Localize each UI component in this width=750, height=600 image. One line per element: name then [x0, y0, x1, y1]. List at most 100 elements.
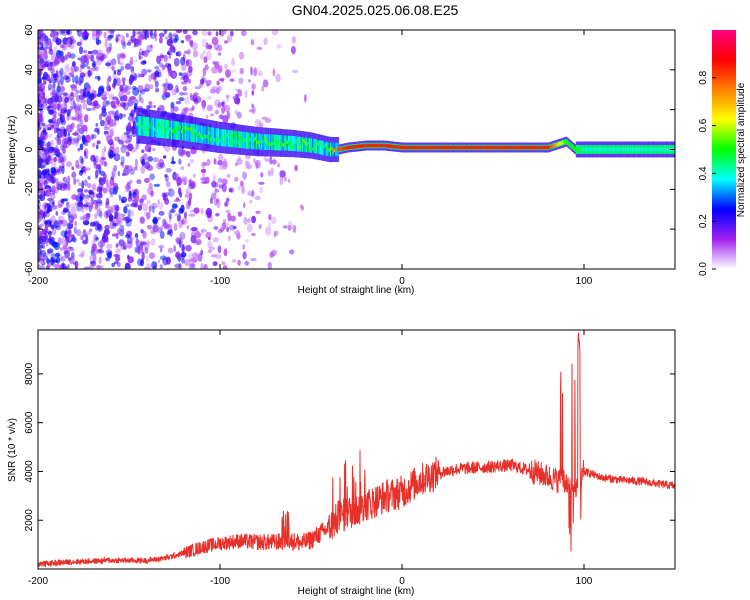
ridge-core: [154, 127, 156, 132]
x-tick-label: -200: [28, 276, 48, 287]
spectrogram-noise-blob: [97, 163, 101, 169]
spectrogram-noise-blob: [54, 128, 57, 134]
ridge-core: [440, 145, 443, 150]
ridge-core: [341, 147, 343, 151]
ridge-core: [192, 129, 194, 133]
spectrogram-noise-blob: [233, 230, 237, 235]
spectrogram-noise-blob: [99, 170, 106, 176]
spectrogram-noise-blob: [124, 184, 129, 190]
ridge-core: [544, 145, 546, 150]
ridge-band: [265, 134, 267, 150]
spectrogram-noise-blob: [107, 252, 111, 258]
spectrogram-noise-blob: [70, 84, 77, 89]
spectrogram-noise-blob: [174, 58, 178, 67]
spectrogram-noise-blob: [55, 153, 61, 158]
spectrogram-noise-blob: [48, 79, 52, 84]
spectrogram-noise-blob: [294, 164, 298, 172]
ridge-core: [489, 145, 491, 150]
ridge-core: [335, 151, 337, 155]
spectrogram-noise-blob: [168, 223, 173, 228]
spectrogram-noise-blob: [287, 224, 292, 231]
ridge-core: [401, 145, 403, 150]
spectrogram-noise-blob: [133, 105, 137, 113]
spectrogram-noise-blob: [107, 114, 112, 119]
ridge-core: [224, 136, 226, 140]
spectrogram-noise-blob: [228, 224, 236, 231]
spectrogram-noise-blob: [205, 231, 212, 239]
spectrogram-noise-blob: [159, 264, 163, 269]
ridge-core: [648, 147, 650, 152]
spectrogram-noise-blob: [92, 49, 99, 55]
spectrogram-noise-blob: [201, 180, 208, 184]
ridge-core: [188, 128, 190, 132]
spectrogram-noise-blob: [60, 237, 67, 246]
spectrogram-noise-blob: [164, 198, 170, 205]
ridge-core: [212, 135, 215, 139]
spectrogram-noise-blob: [62, 244, 68, 250]
spectrogram-noise-blob: [201, 30, 208, 37]
ridge-core: [313, 147, 315, 151]
spectrogram-noise-blob: [122, 241, 127, 250]
spectrogram-noise-blob: [85, 32, 90, 37]
spectrogram-noise-blob: [122, 35, 125, 45]
ridge-core: [468, 145, 471, 150]
spectrogram-noise-blob: [64, 96, 69, 103]
spectrogram-noise-blob: [70, 252, 75, 259]
ridge-core: [174, 130, 176, 134]
spectrogram-noise-blob: [114, 211, 119, 219]
ridge-core: [364, 143, 366, 148]
ridge-core: [319, 142, 322, 146]
ridge-core: [380, 143, 383, 148]
spectrogram-noise-blob: [38, 169, 42, 179]
ridge-band: [150, 117, 152, 137]
ridge-core: [542, 145, 545, 150]
ridge-core: [186, 126, 188, 131]
ridge-core: [510, 145, 513, 150]
ridge-core: [587, 147, 589, 152]
ridge-core: [459, 145, 462, 150]
ridge-core: [554, 143, 556, 148]
spectrogram-noise-blob: [110, 100, 116, 108]
ridge-band: [225, 129, 227, 147]
ridge-core: [475, 145, 477, 150]
spectrogram-noise-blob: [80, 55, 87, 63]
spectrogram-noise-blob: [118, 90, 125, 100]
spectrogram-noise-blob: [275, 73, 281, 83]
ridge-core: [370, 143, 373, 148]
spectrogram-noise-blob: [111, 262, 116, 268]
ridge-core: [233, 140, 235, 144]
spectrogram-noise-blob: [40, 139, 46, 144]
spectrogram-noise-blob: [213, 174, 216, 182]
spectrogram-noise-blob: [300, 205, 304, 211]
spectrogram-noise-blob: [113, 164, 117, 172]
spectrogram-noise-blob: [138, 56, 143, 60]
spectrogram-noise-blob: [39, 96, 43, 102]
spectrogram-noise-blob: [291, 36, 296, 44]
spectrogram-noise-blob: [147, 156, 153, 162]
spectrogram-noise-blob: [71, 236, 77, 243]
spectrogram-noise-blob: [270, 167, 274, 176]
ridge-core: [473, 145, 476, 150]
ridge-core: [290, 140, 292, 145]
spectrogram-noise-blob: [59, 44, 65, 49]
spectrogram-noise-blob: [265, 158, 270, 162]
spectrogram-noise-blob: [274, 230, 279, 237]
spectrogram-noise-blob: [72, 132, 79, 136]
spectrogram-noise-blob: [160, 105, 165, 112]
spectrogram-noise-blob: [124, 263, 131, 269]
ridge-core: [447, 145, 449, 150]
ridge-core: [479, 145, 481, 150]
spectrogram-noise-blob: [103, 210, 109, 219]
spectrogram-noise-blob: [235, 93, 239, 98]
spectrogram-noise-blob: [128, 165, 133, 172]
spectrogram-noise-blob: [149, 173, 155, 181]
spectrogram-noise-blob: [77, 201, 84, 208]
spectrogram-noise-blob: [51, 101, 58, 110]
ridge-core: [403, 145, 406, 150]
ridge-core: [518, 145, 520, 150]
spectrogram-noise-blob: [122, 80, 125, 87]
spectrogram-noise-blob: [120, 196, 128, 203]
spectrogram-noise-blob: [43, 150, 47, 157]
spectrogram-noise-blob: [98, 177, 105, 186]
spectrogram-noise-blob: [158, 202, 164, 211]
